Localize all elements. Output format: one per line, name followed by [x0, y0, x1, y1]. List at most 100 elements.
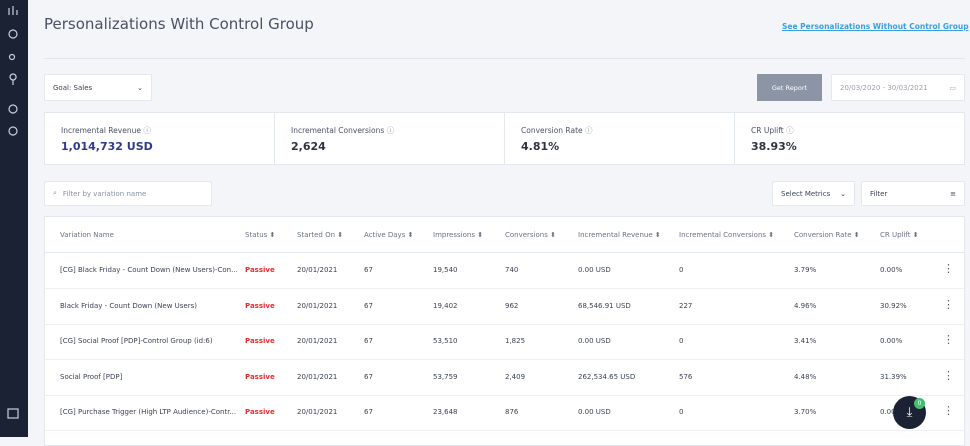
table-cell: 0.00%	[880, 408, 903, 416]
table-cell: Black Friday - Count Down (New Users)	[60, 301, 197, 310]
badge: 0	[914, 398, 925, 409]
table-cell: 4.96%	[794, 301, 817, 310]
sort-icon: ⬍	[337, 231, 344, 239]
metrics-card: Incremental Revenue ⓘ 1,014,732 USD Increm…	[44, 112, 965, 165]
row-divider	[45, 394, 964, 396]
row-divider	[45, 359, 964, 360]
table-cell: 67	[364, 337, 373, 345]
icon-location[interactable]	[9, 73, 17, 85]
row-menu[interactable]: ⋮	[943, 262, 954, 275]
table-cell: 576	[679, 372, 693, 381]
metric-value: 2,624	[291, 140, 326, 153]
row-menu[interactable]: ⋮	[943, 333, 954, 346]
get-report-button[interactable]: Get Report	[757, 74, 822, 101]
table-cell: Social Proof [PDP]	[60, 372, 123, 381]
sort-icon: ⬍	[853, 231, 860, 239]
table-cell: 1,825	[505, 337, 526, 345]
chevron: ⌄	[840, 189, 846, 198]
metric-value: 1,014,732 USD	[61, 140, 153, 153]
table-cell: 19,540	[433, 266, 458, 274]
sidebar	[0, 0, 28, 437]
table-cell: Passive	[245, 301, 275, 310]
table-cell: 0	[679, 337, 684, 345]
select-text: Select Metrics	[781, 189, 831, 198]
column-header[interactable]: Incremental Conversions ⬍	[679, 231, 775, 239]
table-cell: 20/01/2021	[297, 408, 338, 416]
icon-audience[interactable]	[8, 53, 16, 61]
table-cell: 19,402	[433, 301, 458, 310]
sidebar-icons	[7, 6, 19, 419]
metric-label: CR Uplift ⓘ	[751, 126, 794, 135]
column-header: Variation Name	[60, 231, 114, 239]
goal-dropdown[interactable]: Goal: Sales ⌄	[44, 74, 152, 101]
table-cell: [CG] Social Proof [PDP]-Control Group (i…	[60, 337, 213, 345]
sort-icon: ⬍	[407, 231, 414, 239]
page-title: Personalizations With Control Group	[44, 15, 314, 33]
info-icon: ⓘ	[585, 126, 593, 135]
table-cell: 227	[679, 301, 693, 310]
sort-icon: ⬍	[477, 231, 484, 239]
table-cell: Passive	[245, 337, 275, 345]
column-header[interactable]: Impressions ⬍	[433, 231, 484, 239]
table-cell: 262,534.65 USD	[578, 372, 636, 381]
metric-label: Incremental Conversions ⓘ	[291, 126, 395, 135]
row-menu[interactable]: ⋮	[943, 297, 954, 311]
table-cell: 0.00%	[880, 337, 903, 345]
sort-icon: ⬍	[550, 231, 557, 239]
column-header[interactable]: CR Uplift ⬍	[880, 231, 919, 239]
row-menu[interactable]: ⋮	[943, 404, 954, 417]
row-menu[interactable]: ⋮	[943, 368, 954, 382]
metric: Conversion Rate ⓘ 4.81%	[505, 113, 735, 164]
sort-icon: ⬍	[912, 231, 919, 239]
metric: Incremental Conversions ⓘ 2,624	[275, 113, 505, 164]
table-cell: 67	[364, 408, 373, 416]
table-cell: 20/01/2021	[297, 372, 338, 381]
column-header[interactable]: Status ⬍	[245, 231, 276, 239]
column-header[interactable]: Conversions ⬍	[505, 231, 557, 239]
table-cell: 4.48%	[794, 372, 817, 381]
table-cell: 30.92%	[880, 301, 907, 310]
row-divider	[45, 288, 964, 289]
table-cell: 962	[505, 301, 519, 310]
icon-personalization[interactable]	[8, 126, 18, 136]
metric-label: Incremental Revenue ⓘ	[61, 126, 151, 135]
table-cell: 0.00 USD	[578, 408, 611, 416]
divider	[44, 58, 965, 59]
search-icon: ⌕	[53, 189, 57, 197]
icon-reports[interactable]	[8, 6, 18, 15]
select-metrics[interactable]: Select Metrics ⌄	[772, 181, 855, 206]
filter-icon: ≡	[950, 189, 956, 198]
column-header[interactable]: Started On ⬍	[297, 231, 344, 239]
icon-apps[interactable]	[7, 408, 19, 419]
table-cell: 67	[364, 372, 373, 381]
table-cell: 3.79%	[794, 266, 817, 274]
chevron: ⌄	[137, 83, 143, 92]
table-cell: 53,759	[433, 372, 458, 381]
table-cell: 0.00 USD	[578, 337, 611, 345]
search-input[interactable]: ⌕ Filter by variation name	[44, 181, 212, 206]
row-divider	[45, 323, 964, 325]
table-cell: 0.00 USD	[578, 266, 611, 274]
column-header[interactable]: Active Days ⬍	[364, 231, 414, 239]
filter-dropdown[interactable]: Filter ≡	[861, 181, 965, 206]
table-cell: 2,409	[505, 372, 526, 381]
table-cell: 740	[505, 266, 519, 274]
date-range[interactable]: 20/03/2020 - 30/03/2021 ▭	[831, 74, 965, 101]
table-cell: 23,648	[433, 408, 458, 416]
table-cell: 3.41%	[794, 337, 817, 345]
table-cell: Passive	[245, 266, 275, 274]
icon-settings[interactable]	[8, 29, 18, 39]
column-header[interactable]: Incremental Revenue ⬍	[578, 231, 661, 239]
date-text: 20/03/2020 - 30/03/2021	[840, 83, 928, 92]
column-header[interactable]: Conversion Rate ⬍	[794, 231, 860, 239]
icon-target[interactable]	[8, 104, 18, 114]
link[interactable]: See Personalizations Without Control Gro…	[782, 22, 969, 31]
table-cell: Passive	[245, 408, 275, 416]
filter-text: Filter	[870, 189, 888, 198]
info-icon: ⓘ	[143, 126, 151, 135]
metric: Incremental Revenue ⓘ 1,014,732 USD	[45, 113, 275, 164]
table-cell: 876	[505, 408, 519, 416]
table-cell: 20/01/2021	[297, 301, 338, 310]
table-cell: 31.39%	[880, 372, 907, 381]
